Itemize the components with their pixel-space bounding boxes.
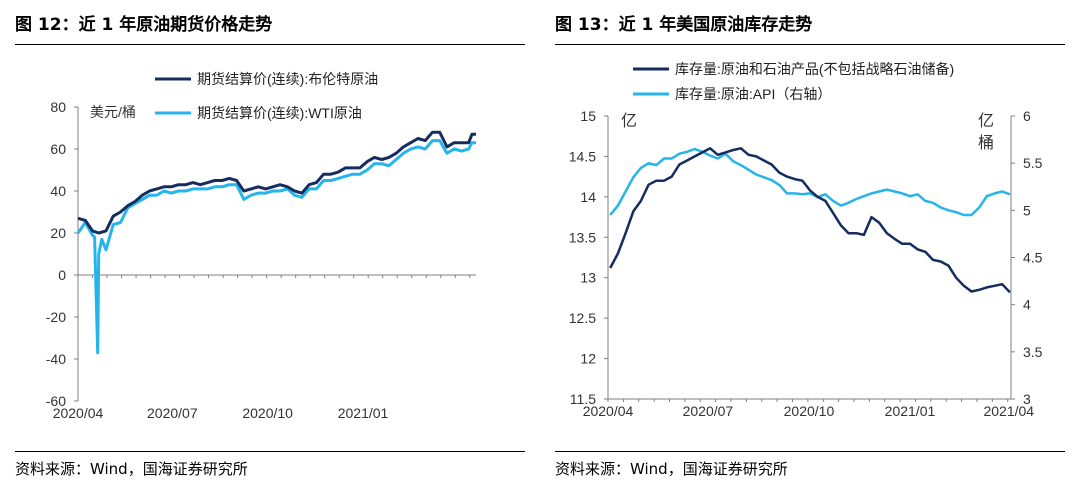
y-right-tick-label: 3.5 [1023,344,1043,360]
y-left-tick-label: 14 [580,189,596,205]
y-left-tick-label: 12 [580,351,596,367]
y-left-tick-label: 15 [580,108,596,124]
x-tick-label: 2021/01 [885,403,936,419]
series-line-wti [76,139,476,355]
top-divider [15,44,525,45]
x-tick-label: 2020/04 [53,405,104,421]
bottom-divider [555,451,1065,452]
source-note: 资料来源：Wind，国海证券研究所 [15,460,248,478]
legend-label: 期货结算价(连续):布伦特原油 [197,71,378,87]
y-tick-label: 20 [50,225,66,241]
y-left-tick-label: 12.5 [569,310,596,326]
bottom-divider [15,451,525,452]
x-tick-label: 2020/10 [242,405,293,421]
series-line-total-inventory [609,147,1011,294]
source-note: 资料来源：Wind，国海证券研究所 [555,460,788,478]
y-left-tick-label: 14.5 [569,148,596,164]
x-tick-label: 2020/07 [683,403,734,419]
y-right-tick-label: 3 [1023,391,1031,407]
y-right-tick-label: 6 [1023,108,1031,124]
y-right-tick-label: 5.5 [1023,155,1043,171]
unit-label: 美元/桶 [90,104,136,120]
legend-label: 期货结算价(连续):WTI原油 [197,105,362,121]
legend-label: 库存量:原油和石油产品(不包括战略石油储备) [675,61,954,77]
top-divider [555,44,1065,45]
y-tick-label: -20 [46,309,66,325]
series-line-brent [77,130,476,235]
right-unit-line: 亿 [978,112,994,130]
y-right-tick-label: 5 [1023,202,1031,218]
y-left-tick-label: 13.5 [569,229,596,245]
figure-title: 图 13：近 1 年美国原油库存走势 [555,15,813,35]
chart-panel-oil-futures: 图 12：近 1 年原油期货价格走势 -60 -40 -20 0 20 40 60 80 202… [15,15,525,478]
y-right-tick-label: 4.5 [1023,250,1043,266]
x-tick-label: 2020/10 [784,403,835,419]
y-right-tick-label: 4 [1023,297,1031,313]
x-tick-label: 2020/04 [583,403,634,419]
x-tick-label: 2021/01 [338,405,389,421]
x-tick-label: 2020/07 [147,405,198,421]
inventory-chart: 11.5 12 12.5 13 13.5 14 14.5 15 3 3.5 4 4.5 5 5.5 6 202… [569,61,1043,419]
series-line-api [609,147,1011,217]
chart-panel-us-crude-inventory: 图 13：近 1 年美国原油库存走势 11.5 12 12.5 13 13.5 14 14.… [540,0,1080,489]
figure-title: 图 12：近 1 年原油期货价格走势 [15,15,273,35]
y-tick-label: -60 [46,393,66,409]
y-tick-label: 40 [50,183,66,199]
oil-futures-chart: -60 -40 -20 0 20 40 60 80 2020/04 2020/07 2020/10 2… [46,71,476,421]
right-unit-line: 桶 [978,134,994,152]
right-unit-label: 亿桶 [978,112,994,152]
legend-label: 库存量:原油:API（右轴） [675,86,831,102]
y-tick-label: -40 [46,351,66,367]
y-tick-label: 80 [50,99,66,115]
y-left-tick-label: 13 [580,270,596,286]
y-tick-label: 60 [50,141,66,157]
x-tick-label: 2021/04 [983,403,1034,419]
y-left-tick-label: 11.5 [570,391,596,407]
y-tick-label: 0 [58,267,66,283]
left-unit-label: 亿 [621,112,637,130]
